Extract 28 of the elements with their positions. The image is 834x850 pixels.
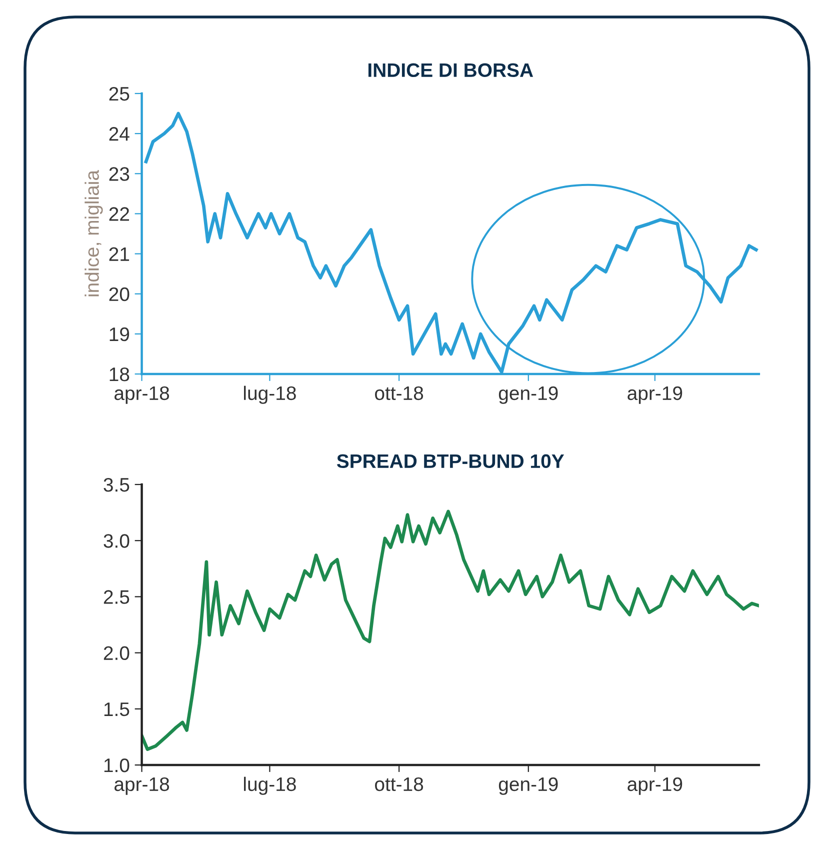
x-tick-label: apr-18 bbox=[114, 777, 170, 795]
x-tick-label: apr-19 bbox=[628, 777, 682, 795]
y-tick-label: 3.0 bbox=[104, 534, 130, 548]
y-tick-label: 25 bbox=[109, 86, 130, 101]
y-tick-label: 1.5 bbox=[104, 702, 130, 716]
y-tick-label: 18 bbox=[110, 367, 130, 382]
x-tick-label: lug-18 bbox=[244, 776, 296, 795]
line-series bbox=[142, 510, 759, 751]
y-tick-label: 23 bbox=[109, 167, 130, 181]
y-axis-title: indice, migliaia bbox=[84, 170, 103, 296]
y-tick-label: 3.5 bbox=[104, 478, 130, 492]
x-tick-label: gen-19 bbox=[498, 777, 558, 795]
y-tick-label: 19 bbox=[110, 327, 130, 342]
y-tick-label: 2.5 bbox=[104, 590, 130, 604]
x-tick-label: apr-19 bbox=[628, 386, 682, 404]
chart-title: SPREAD BTP-BUND 10Y bbox=[336, 454, 564, 468]
y-tick-label: 24 bbox=[109, 127, 130, 141]
x-tick-label: lug-18 bbox=[244, 386, 296, 404]
x-tick-label: ott-18 bbox=[375, 386, 424, 400]
y-tick-label: 1.0 bbox=[104, 758, 130, 772]
y-tick-label: 21 bbox=[109, 247, 130, 261]
x-tick-label: apr-18 bbox=[114, 386, 170, 404]
chart-title: INDICE DI BORSA bbox=[368, 63, 534, 78]
y-tick-label: 20 bbox=[109, 287, 130, 302]
x-tick-label: ott-18 bbox=[375, 777, 424, 792]
y-tick-label: 2.0 bbox=[104, 646, 130, 660]
y-tick-label: 22 bbox=[109, 207, 129, 221]
x-tick-label: gen-19 bbox=[498, 386, 558, 404]
